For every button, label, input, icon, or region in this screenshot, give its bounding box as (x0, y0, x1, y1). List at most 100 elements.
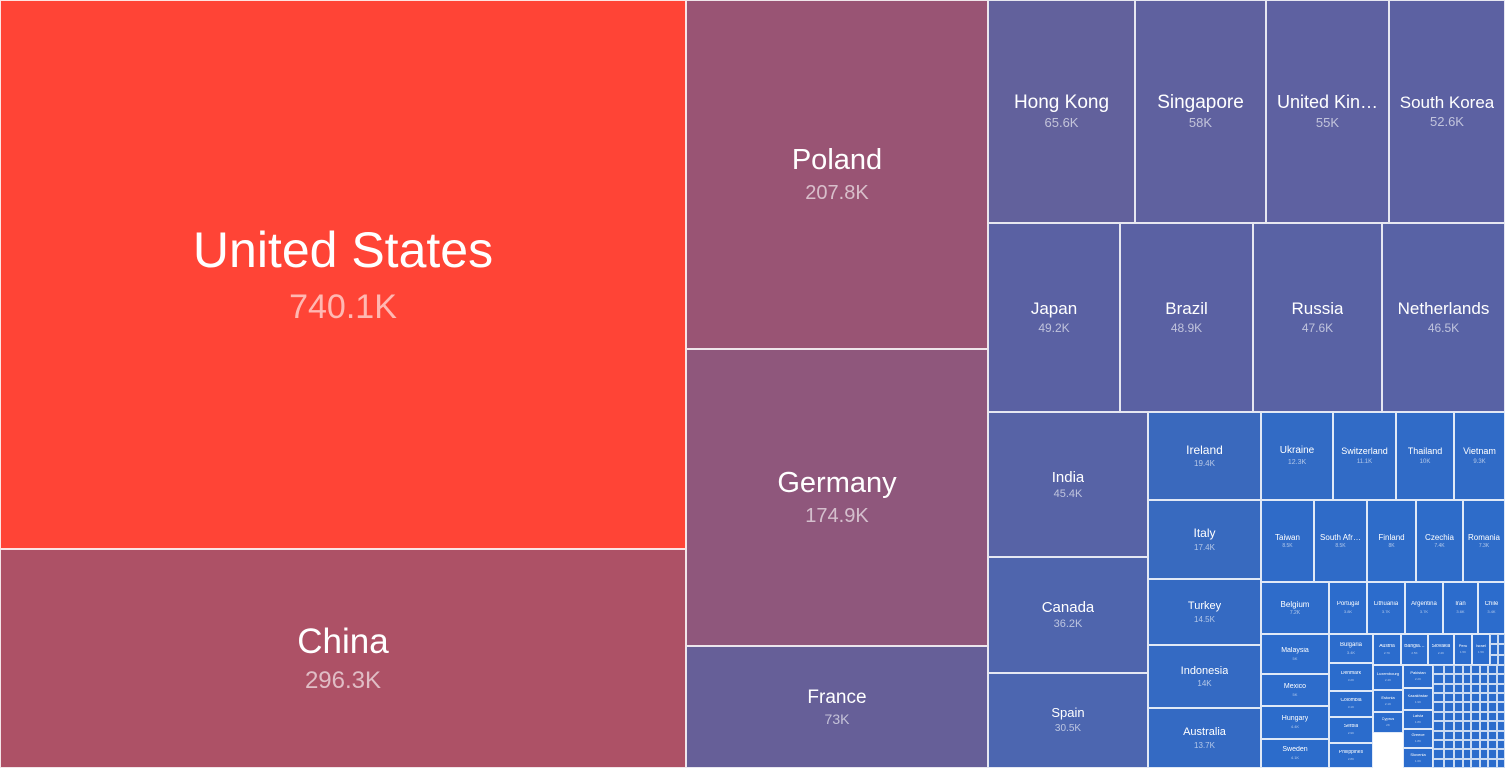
treemap-cell-belgium[interactable]: Belgium 7.2K (1261, 582, 1329, 634)
treemap-cell-kazakhstan[interactable]: Kazakhstan 1.9K (1403, 688, 1433, 710)
cell-label: United Kin… (1276, 92, 1379, 113)
treemap-small-cell (1490, 654, 1498, 665)
treemap-cell-vietnam[interactable]: Vietnam 9.3K (1454, 412, 1505, 500)
treemap-cell-finland[interactable]: Finland 8K (1367, 500, 1416, 582)
cell-value: 55K (1315, 114, 1340, 130)
treemap-cell-austria[interactable]: Austria 2.7K (1373, 634, 1401, 665)
treemap-cell-netherlands[interactable]: Netherlands 46.5K (1382, 223, 1505, 412)
treemap-small-cell (1496, 711, 1505, 722)
treemap-small-cell (1471, 739, 1480, 750)
cell-value: 3.4K (1346, 649, 1356, 655)
treemap-cell-germany[interactable]: Germany 174.9K (686, 349, 988, 646)
treemap-small-cell (1488, 758, 1497, 768)
treemap-cell-australia[interactable]: Australia 13.7K (1148, 708, 1261, 768)
cell-label: Cyprus (1381, 717, 1395, 722)
treemap-small-cell (1443, 674, 1454, 684)
treemap-small-cell (1462, 702, 1471, 712)
treemap-cell-indonesia[interactable]: Indonesia 14K (1148, 645, 1261, 708)
cell-value: 46.5K (1427, 320, 1460, 335)
treemap-small-cell (1462, 730, 1471, 740)
treemap-cell-mexico[interactable]: Mexico 5K (1261, 674, 1329, 706)
treemap-cell-italy[interactable]: Italy 17.4K (1148, 500, 1261, 579)
cell-label: Chile (1484, 601, 1499, 608)
treemap-cell-switzerland[interactable]: Switzerland 11.1K (1333, 412, 1396, 500)
treemap-small-cell (1462, 683, 1471, 694)
treemap-cell-south-korea[interactable]: South Korea 52.6K (1389, 0, 1505, 223)
cell-value: 48.9K (1170, 320, 1203, 335)
treemap-cell-luxembourg[interactable]: Luxembourg 2.4K (1373, 665, 1403, 690)
treemap-cell-japan[interactable]: Japan 49.2K (988, 223, 1120, 412)
treemap-cell-ireland[interactable]: Ireland 19.4K (1148, 412, 1261, 500)
treemap-cell-india[interactable]: India 45.4K (988, 412, 1148, 557)
treemap-cell-argentina[interactable]: Argentina 3.7K (1405, 582, 1443, 634)
treemap-cell-thailand[interactable]: Thailand 10K (1396, 412, 1454, 500)
treemap-cell-iran[interactable]: Iran 3.6K (1443, 582, 1478, 634)
treemap-cell-china[interactable]: China 296.3K (0, 549, 686, 768)
treemap-cell-hong-kong[interactable]: Hong Kong 65.6K (988, 0, 1135, 223)
cell-label: Portugal (1336, 601, 1360, 608)
treemap-cell-romania[interactable]: Romania 7.3K (1463, 500, 1505, 582)
treemap-cell-brazil[interactable]: Brazil 48.9K (1120, 223, 1253, 412)
treemap-cell-sweden[interactable]: Sweden 4.1K (1261, 739, 1329, 768)
treemap-cell-turkey[interactable]: Turkey 14.5K (1148, 579, 1261, 645)
cell-label: Argentina (1411, 601, 1437, 608)
treemap-cell-israel[interactable]: Israel 1.5K (1472, 634, 1490, 665)
treemap-cell-pakistan[interactable]: Pakistan 2.2K (1403, 665, 1433, 688)
treemap-small-cell (1488, 749, 1497, 759)
treemap-cell-hungary[interactable]: Hungary 4.4K (1261, 706, 1329, 739)
treemap-cell-slovakia[interactable]: Slovakia 2.4K (1428, 634, 1454, 665)
treemap-small-cell (1479, 693, 1488, 703)
treemap-cell-estonia[interactable]: Estonia 2.1K (1373, 690, 1403, 712)
treemap-cell-peru[interactable]: Peru 1.5K (1454, 634, 1472, 665)
treemap-cell-ukraine[interactable]: Ukraine 12.3K (1261, 412, 1333, 500)
treemap-small-cell (1443, 749, 1454, 759)
treemap-cell-bangladesh[interactable]: Bangla… 2.5K (1401, 634, 1428, 665)
treemap-small-cell (1496, 683, 1505, 694)
treemap-cell-malaysia[interactable]: Malaysia 5K (1261, 634, 1329, 674)
cell-value: 12.3K (1287, 458, 1307, 466)
cell-label: Russia (1291, 299, 1344, 319)
treemap-cell-chile[interactable]: Chile 3.4K (1478, 582, 1505, 634)
treemap-cell-united-states[interactable]: United States 740.1K (0, 0, 686, 549)
treemap-small-cell (1462, 749, 1471, 759)
treemap-cell-france[interactable]: France 73K (686, 646, 988, 768)
cell-label: Hungary (1281, 715, 1309, 723)
treemap-cell-canada[interactable]: Canada 36.2K (988, 557, 1148, 673)
treemap-cell-portugal[interactable]: Portugal 3.8K (1329, 582, 1367, 634)
treemap-cell-lithuania[interactable]: Lithuania 3.7K (1367, 582, 1405, 634)
cell-label: Ireland (1186, 443, 1223, 457)
treemap-cell-czechia[interactable]: Czechia 7.4K (1416, 500, 1463, 582)
treemap-cell-bulgaria[interactable]: Bulgaria 3.4K (1329, 634, 1373, 663)
treemap-small-cell (1471, 758, 1480, 768)
treemap-cell-greece[interactable]: Greece 1.8K (1403, 729, 1433, 748)
treemap-small-cell (1433, 674, 1444, 684)
cell-value: 207.8K (805, 181, 869, 204)
cell-value: 4.4K (1290, 724, 1300, 730)
cell-value: 30.5K (1054, 723, 1082, 735)
treemap-cell-latvia[interactable]: Latvia 1.8K (1403, 710, 1433, 729)
treemap-cell-south-africa[interactable]: South Afr… 8.5K (1314, 500, 1367, 582)
cell-value: 740.1K (289, 287, 397, 326)
cell-value: 8K (1388, 542, 1395, 549)
cell-label: Romania (1467, 532, 1500, 542)
treemap-small-cell (1490, 634, 1498, 645)
treemap-cell-colombia[interactable]: Colombia 3.1K (1329, 691, 1373, 717)
cell-value: 7.2K (1289, 609, 1301, 616)
treemap-cell-serbia[interactable]: Serbia 2.9K (1329, 717, 1373, 743)
treemap-cell-russia[interactable]: Russia 47.6K (1253, 223, 1382, 412)
treemap-small-cell (1479, 721, 1488, 731)
cell-label: Austria (1379, 643, 1395, 649)
cell-label: Malaysia (1281, 646, 1309, 654)
treemap-cell-poland[interactable]: Poland 207.8K (686, 0, 988, 349)
treemap-cell-cyprus[interactable]: Cyprus 2K (1373, 712, 1403, 733)
treemap-cell-singapore[interactable]: Singapore 58K (1135, 0, 1266, 223)
cell-value: 1.9K (1414, 699, 1422, 704)
treemap-cell-united-kingdom[interactable]: United Kin… 55K (1266, 0, 1389, 223)
cell-label: Bangla… (1404, 643, 1425, 649)
treemap-cell-denmark[interactable]: Denmark 3.2K (1329, 663, 1373, 691)
treemap-cell-taiwan[interactable]: Taiwan 8.5K (1261, 500, 1314, 582)
treemap-cell-spain[interactable]: Spain 30.5K (988, 673, 1148, 768)
treemap-small-cell (1454, 683, 1463, 694)
treemap-cell-slovenia[interactable]: Slovenia 1.6K (1403, 748, 1433, 768)
treemap-cell-philippines[interactable]: Philippines 2.8K (1329, 743, 1373, 768)
